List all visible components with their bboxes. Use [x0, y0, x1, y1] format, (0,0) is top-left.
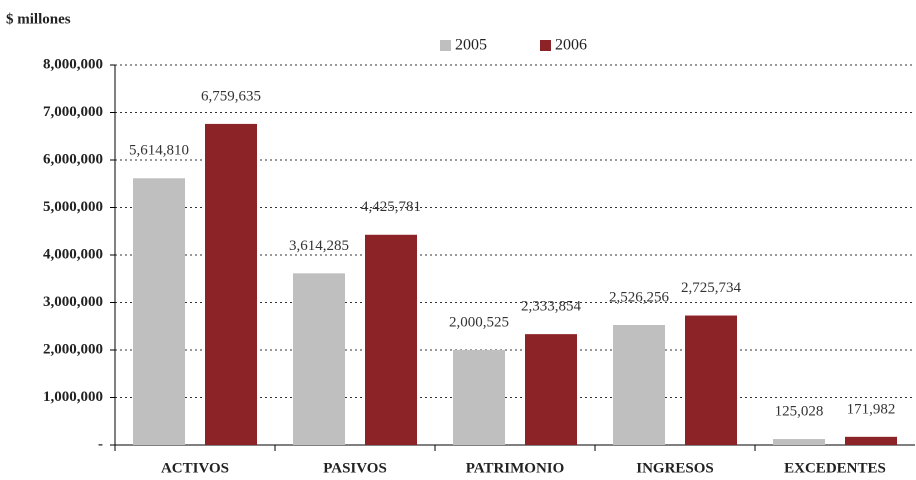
value-label: 5,614,810	[129, 143, 189, 159]
value-label: 2,526,256	[609, 289, 670, 305]
legend-label: 2006	[555, 37, 587, 54]
value-label: 3,614,285	[289, 238, 349, 254]
value-label: 2,725,734	[681, 280, 742, 296]
y-tick-label: 2,000,000	[43, 341, 103, 357]
legend-label: 2005	[455, 37, 487, 54]
bar	[773, 439, 825, 445]
bar	[205, 123, 257, 446]
y-tick-label: 7,000,000	[43, 104, 103, 120]
bar	[133, 178, 185, 446]
y-tick-label: 1,000,000	[43, 389, 103, 405]
y-tick-label: 8,000,000	[43, 56, 103, 72]
value-label: 2,000,525	[449, 314, 509, 330]
legend-swatch	[440, 40, 451, 51]
value-label: 2,333,854	[521, 299, 582, 315]
bar	[293, 273, 345, 445]
bar	[525, 334, 577, 445]
value-label: 6,759,635	[201, 88, 261, 104]
value-label: 171,982	[847, 401, 896, 417]
bar	[845, 436, 897, 445]
y-axis-title: $ millones	[6, 11, 71, 27]
y-tick-label: 5,000,000	[43, 199, 103, 215]
x-tick-label: PASIVOS	[323, 460, 387, 476]
bar	[613, 325, 665, 445]
y-tick-label: 3,000,000	[43, 294, 103, 310]
x-tick-label: INGRESOS	[636, 460, 714, 476]
x-tick-label: ACTIVOS	[161, 460, 229, 476]
value-label: 125,028	[775, 403, 824, 419]
x-tick-label: PATRIMONIO	[466, 460, 565, 476]
bar	[685, 315, 737, 445]
y-tick-label: -	[98, 436, 103, 452]
bar	[365, 234, 417, 445]
y-tick-label: 6,000,000	[43, 151, 103, 167]
y-tick-label: 4,000,000	[43, 246, 103, 262]
legend-swatch	[540, 40, 551, 51]
value-label: 4,425,781	[361, 199, 421, 215]
bar	[453, 349, 505, 445]
x-tick-label: EXCEDENTES	[784, 460, 886, 476]
